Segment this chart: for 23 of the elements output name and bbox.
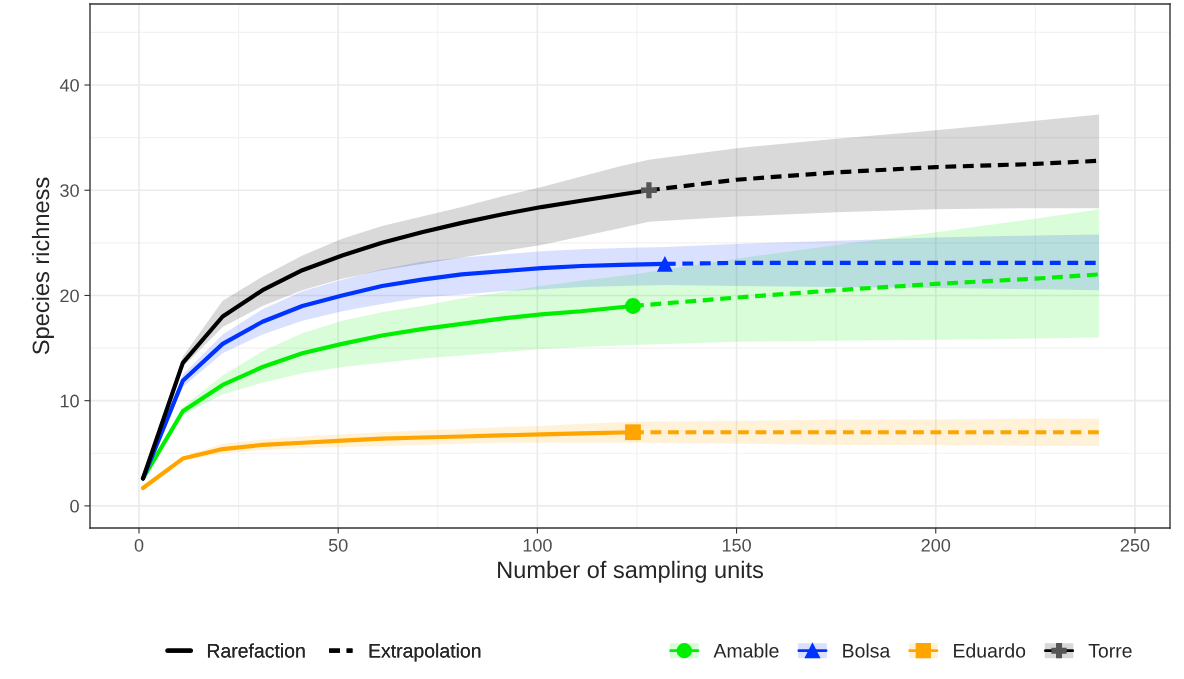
point [656,255,673,272]
point [641,182,657,199]
x-tick-label: 150 [722,538,751,552]
y-axis-title: Species richness [31,177,54,355]
x-tick-label: 50 [328,538,348,552]
text: Rarefaction [207,643,305,658]
x-axis-title: Number of sampling units [498,560,764,583]
y-tick-label: 30 [60,184,79,197]
text: Extrapolation [369,643,481,662]
y-tick-label: 40 [59,78,79,92]
legend-label: Amable [713,643,779,658]
x-tick-label: 100 [523,538,552,552]
x-tick-label: 250 [1120,538,1150,552]
x-tick-label: 0 [134,538,144,552]
legend-label: Bolsa [843,643,891,658]
legend-label: Eduardo [954,643,1026,658]
point [625,424,641,441]
x-tick-label: 200 [921,538,951,552]
point [625,298,641,314]
y-tick-label: 0 [70,499,79,513]
legend-label: Torre [1088,644,1132,658]
y-tick-label: 20 [60,289,79,303]
y-tick-label: 10 [60,394,79,408]
